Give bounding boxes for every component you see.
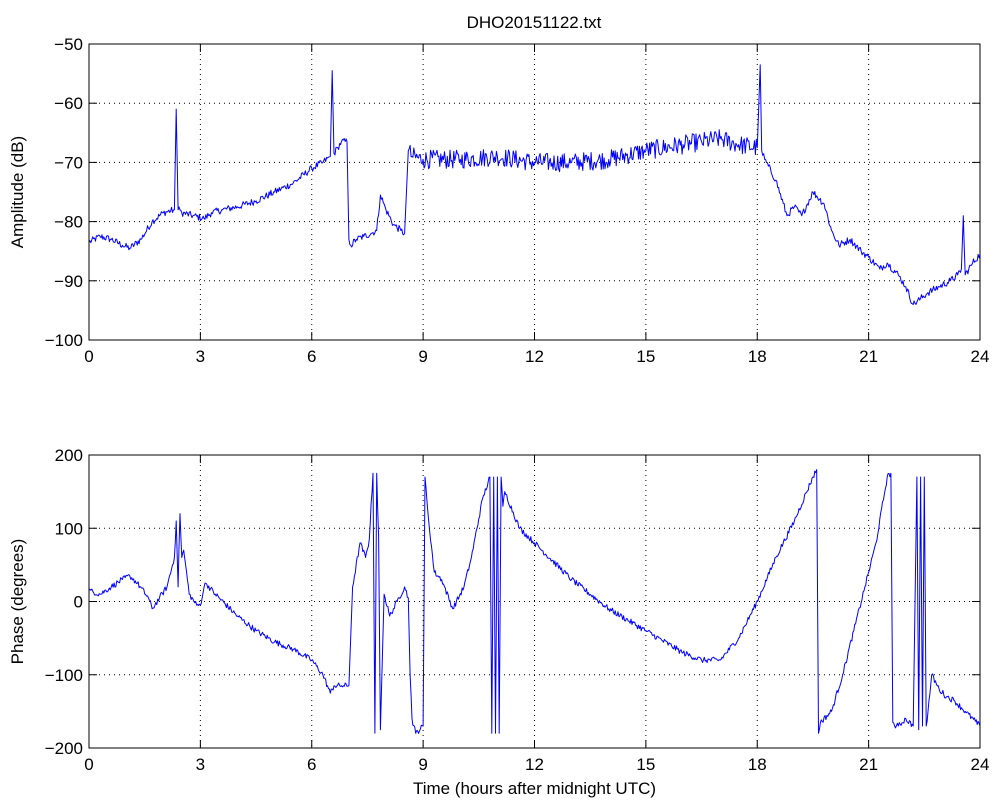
phase-xtick-label: 15: [636, 755, 655, 774]
phase-xtick-label: 18: [748, 755, 767, 774]
amplitude-ytick-label: −100: [45, 331, 83, 350]
phase-ytick-label: −100: [45, 666, 83, 685]
amplitude-xtick-label: 9: [418, 347, 427, 366]
phase-ylabel: Phase (degrees): [8, 539, 27, 665]
phase-xtick-label: 0: [84, 755, 93, 774]
phase-xtick-label: 9: [418, 755, 427, 774]
amplitude-ytick-label: −60: [54, 94, 83, 113]
amplitude-ytick-label: −80: [54, 213, 83, 232]
phase-ytick-label: 100: [55, 519, 83, 538]
amplitude-xtick-label: 15: [636, 347, 655, 366]
amplitude-xtick-label: 12: [525, 347, 544, 366]
amplitude-plot-area: [88, 43, 981, 341]
amplitude-xtick-label: 6: [307, 347, 316, 366]
amplitude-xtick-label: 21: [859, 347, 878, 366]
phase-xlabel: Time (hours after midnight UTC): [413, 779, 656, 798]
amplitude-series-line: [88, 64, 981, 305]
phase-xtick-label: 21: [859, 755, 878, 774]
amplitude-xtick-label: 18: [748, 347, 767, 366]
amplitude-ytick-label: −50: [54, 35, 83, 54]
amplitude-xtick-label: 3: [196, 347, 205, 366]
phase-xtick-label: 3: [196, 755, 205, 774]
amplitude-ylabel: Amplitude (dB): [8, 136, 27, 248]
phase-xtick-label: 6: [307, 755, 316, 774]
amplitude-xtick-label: 0: [84, 347, 93, 366]
phase-xtick-label: 24: [971, 755, 990, 774]
phase-ytick-label: −200: [45, 739, 83, 758]
amplitude-xtick-label: 24: [971, 347, 990, 366]
amplitude-panel: 0 3 6 9 12 15 18 21 24 −100 −90 −80 −70 −60 −50 Amplitu…: [8, 35, 989, 366]
phase-xtick-label: 12: [525, 755, 544, 774]
phase-panel: 0 3 6 9 12 15 18 21 24 −200 −100 0 100 200 Phase (degr…: [8, 446, 989, 798]
phase-ytick-label: 0: [74, 593, 83, 612]
phase-ytick-label: 200: [55, 446, 83, 465]
amplitude-ytick-label: −70: [54, 153, 83, 172]
phase-series-line: [88, 469, 981, 734]
figure-title: DHO20151122.txt: [467, 13, 602, 32]
amplitude-ytick-label: −90: [54, 272, 83, 291]
